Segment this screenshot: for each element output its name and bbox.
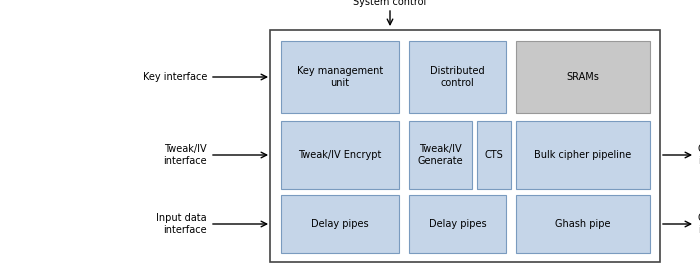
Text: Bulk cipher pipeline: Bulk cipher pipeline <box>534 150 631 160</box>
Bar <box>281 195 399 253</box>
Text: Delay pipes: Delay pipes <box>312 219 369 229</box>
Text: Output data
interface: Output data interface <box>698 144 700 166</box>
Text: Tweak/IV Encrypt: Tweak/IV Encrypt <box>298 150 382 160</box>
Bar <box>409 41 506 113</box>
Text: Ghash pipe: Ghash pipe <box>555 219 610 229</box>
Bar <box>281 41 399 113</box>
Bar <box>409 121 472 189</box>
Text: Delay pipes: Delay pipes <box>428 219 486 229</box>
Text: Distributed
control: Distributed control <box>430 66 485 88</box>
Bar <box>516 195 650 253</box>
Bar <box>409 195 506 253</box>
Text: CTS: CTS <box>484 150 503 160</box>
Text: Output tag
interface: Output tag interface <box>698 213 700 235</box>
Bar <box>516 41 650 113</box>
Bar <box>516 121 650 189</box>
Bar <box>281 121 399 189</box>
Text: Input data
interface: Input data interface <box>156 213 207 235</box>
Text: System control: System control <box>354 0 426 7</box>
Text: Tweak/IV
Generate: Tweak/IV Generate <box>418 144 463 166</box>
Bar <box>477 121 511 189</box>
Text: SRAMs: SRAMs <box>566 72 599 82</box>
Bar <box>270 30 660 262</box>
Text: Key management
unit: Key management unit <box>297 66 383 88</box>
Text: Key interface: Key interface <box>143 72 207 82</box>
Text: Tweak/IV
interface: Tweak/IV interface <box>163 144 207 166</box>
